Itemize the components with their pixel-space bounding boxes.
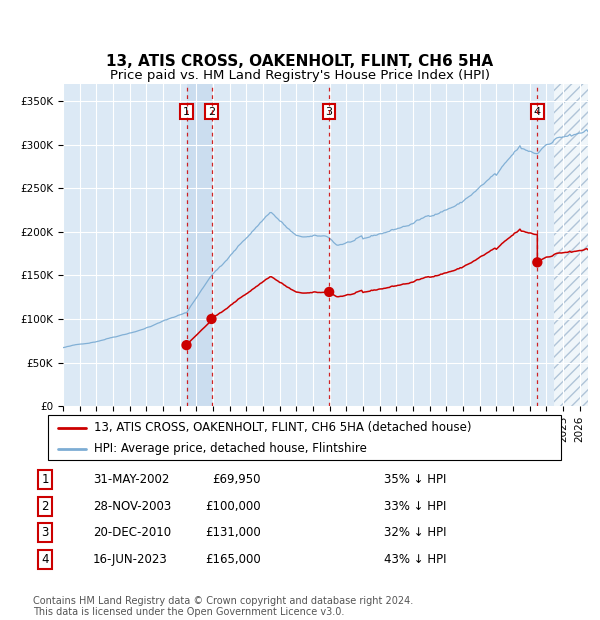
- Text: £100,000: £100,000: [205, 500, 261, 513]
- Text: 3: 3: [326, 107, 332, 117]
- Text: 28-NOV-2003: 28-NOV-2003: [93, 500, 171, 513]
- Bar: [554, 84, 600, 406]
- Text: £69,950: £69,950: [212, 473, 261, 486]
- Text: 20-DEC-2010: 20-DEC-2010: [93, 526, 171, 539]
- Text: 31-MAY-2002: 31-MAY-2002: [93, 473, 169, 486]
- Text: 43% ↓ HPI: 43% ↓ HPI: [384, 553, 446, 566]
- Bar: [187, 84, 212, 406]
- Text: HPI: Average price, detached house, Flintshire: HPI: Average price, detached house, Flin…: [94, 443, 367, 455]
- FancyBboxPatch shape: [48, 415, 561, 460]
- Text: 2: 2: [41, 500, 49, 513]
- Point: [182, 340, 191, 350]
- Text: 16-JUN-2023: 16-JUN-2023: [93, 553, 168, 566]
- Point: [206, 314, 217, 324]
- Text: 3: 3: [41, 526, 49, 539]
- Text: Contains HM Land Registry data © Crown copyright and database right 2024.
This d: Contains HM Land Registry data © Crown c…: [33, 596, 413, 617]
- Text: Price paid vs. HM Land Registry's House Price Index (HPI): Price paid vs. HM Land Registry's House …: [110, 69, 490, 82]
- Text: 1: 1: [183, 107, 190, 117]
- Text: 35% ↓ HPI: 35% ↓ HPI: [384, 473, 446, 486]
- Text: 13, ATIS CROSS, OAKENHOLT, FLINT, CH6 5HA: 13, ATIS CROSS, OAKENHOLT, FLINT, CH6 5H…: [106, 55, 494, 69]
- Text: £131,000: £131,000: [205, 526, 261, 539]
- Text: 33% ↓ HPI: 33% ↓ HPI: [384, 500, 446, 513]
- Text: 4: 4: [41, 553, 49, 566]
- Text: 4: 4: [534, 107, 541, 117]
- Point: [325, 287, 334, 297]
- Text: 2: 2: [208, 107, 215, 117]
- Point: [533, 257, 542, 267]
- Text: 13, ATIS CROSS, OAKENHOLT, FLINT, CH6 5HA (detached house): 13, ATIS CROSS, OAKENHOLT, FLINT, CH6 5H…: [94, 422, 472, 435]
- Bar: [554, 84, 600, 406]
- Text: £165,000: £165,000: [205, 553, 261, 566]
- Text: 32% ↓ HPI: 32% ↓ HPI: [384, 526, 446, 539]
- Text: 1: 1: [41, 473, 49, 486]
